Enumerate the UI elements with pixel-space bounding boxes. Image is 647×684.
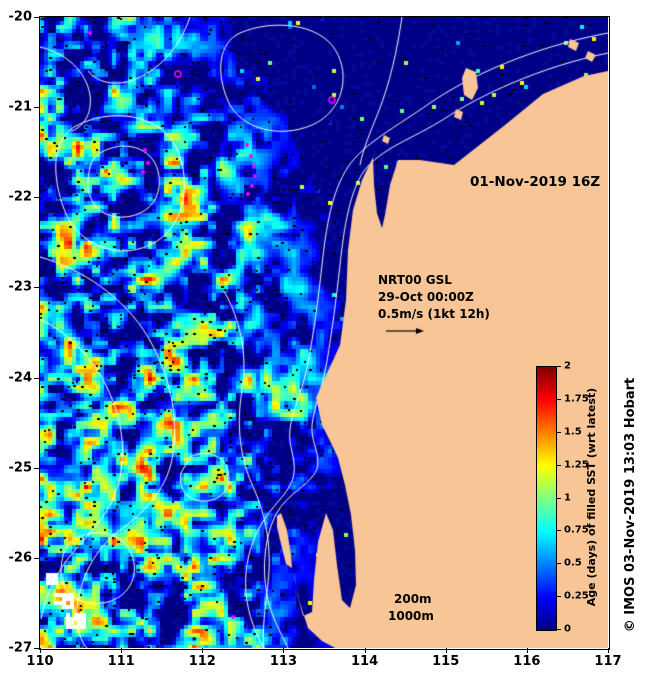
colorbar-tick-label: 0.5 [564, 557, 582, 569]
isobath-200m-label: 200m [394, 592, 432, 606]
credit-text: © IMOS 03-Nov-2019 13:03 Hobart [623, 377, 638, 633]
y-tick-label: -25 [8, 460, 33, 476]
x-tick-mark [121, 648, 123, 653]
x-tick-mark [526, 648, 528, 653]
colorbar-tick-mark [557, 629, 561, 630]
colorbar-tick-label: 1.25 [564, 459, 589, 471]
y-tick-label: -21 [8, 99, 33, 115]
x-tick-label: 115 [432, 654, 460, 669]
map-plot[interactable]: 01-Nov-2019 16Z NRT00 GSL 29-Oct 00:00Z … [40, 17, 608, 648]
model-analysis-time-label: 29-Oct 00:00Z [378, 290, 474, 304]
datetime-annotation: 01-Nov-2019 16Z [470, 174, 601, 190]
x-tick-label: 110 [26, 654, 54, 669]
vector-scale-label: 0.5m/s (1kt 12h) [378, 307, 490, 321]
x-tick-label: 116 [513, 654, 541, 669]
colorbar-tick-label: 0.25 [564, 590, 589, 602]
x-tick-label: 111 [107, 654, 135, 669]
y-tick-mark [34, 197, 39, 199]
colorbar-tick-mark [557, 563, 561, 565]
y-tick-mark [34, 648, 39, 649]
colorbar-tick-label: 0.75 [564, 524, 589, 536]
colorbar-tick-label: 1.5 [564, 426, 582, 438]
y-tick-mark [34, 557, 39, 559]
x-tick-mark [445, 648, 447, 653]
colorbar-tick-label: 2 [564, 360, 571, 372]
colorbar-tick-mark [557, 398, 561, 400]
y-tick-mark [34, 107, 39, 109]
x-tick-label: 117 [594, 654, 622, 669]
x-tick-mark [202, 648, 204, 653]
y-tick-label: -26 [8, 550, 33, 566]
x-tick-mark [283, 648, 285, 653]
y-tick-mark [34, 287, 39, 289]
colorbar-gradient [537, 367, 556, 630]
x-tick-label: 113 [269, 654, 297, 669]
colorbar-tick-label: 0 [564, 623, 571, 635]
y-tick-mark [34, 377, 39, 379]
colorbar-tick-mark [557, 530, 561, 532]
colorbar-tick-mark [557, 366, 561, 367]
colorbar-tick-mark [557, 464, 561, 466]
model-name-label: NRT00 GSL [378, 273, 452, 287]
y-tick-label: -24 [8, 370, 33, 386]
colorbar-tick-mark [557, 596, 561, 598]
isobath-1000m-label: 1000m [388, 609, 434, 623]
colorbar-title: Age (days) of filled SST (wrt latest) [585, 387, 598, 607]
model-annotation: NRT00 GSL 29-Oct 00:00Z 0.5m/s (1kt 12h) [378, 272, 490, 323]
y-tick-label: -27 [8, 640, 33, 656]
x-tick-label: 112 [188, 654, 216, 669]
y-tick-label: -23 [8, 279, 33, 295]
y-tick-label: -22 [8, 189, 33, 205]
y-tick-mark [34, 467, 39, 469]
y-tick-label: -20 [8, 9, 33, 25]
y-tick-mark [34, 17, 39, 18]
x-tick-mark [608, 648, 609, 653]
sst-age-map-canvas[interactable] [40, 17, 608, 648]
colorbar-tick-mark [557, 497, 561, 499]
colorbar-tick-mark [557, 431, 561, 433]
x-tick-label: 114 [350, 654, 379, 669]
x-tick-mark [364, 648, 366, 653]
colorbar-tick-label: 1 [564, 492, 571, 503]
colorbar [536, 366, 557, 631]
x-tick-mark [40, 648, 41, 653]
colorbar-tick-label: 1.75 [564, 393, 589, 405]
